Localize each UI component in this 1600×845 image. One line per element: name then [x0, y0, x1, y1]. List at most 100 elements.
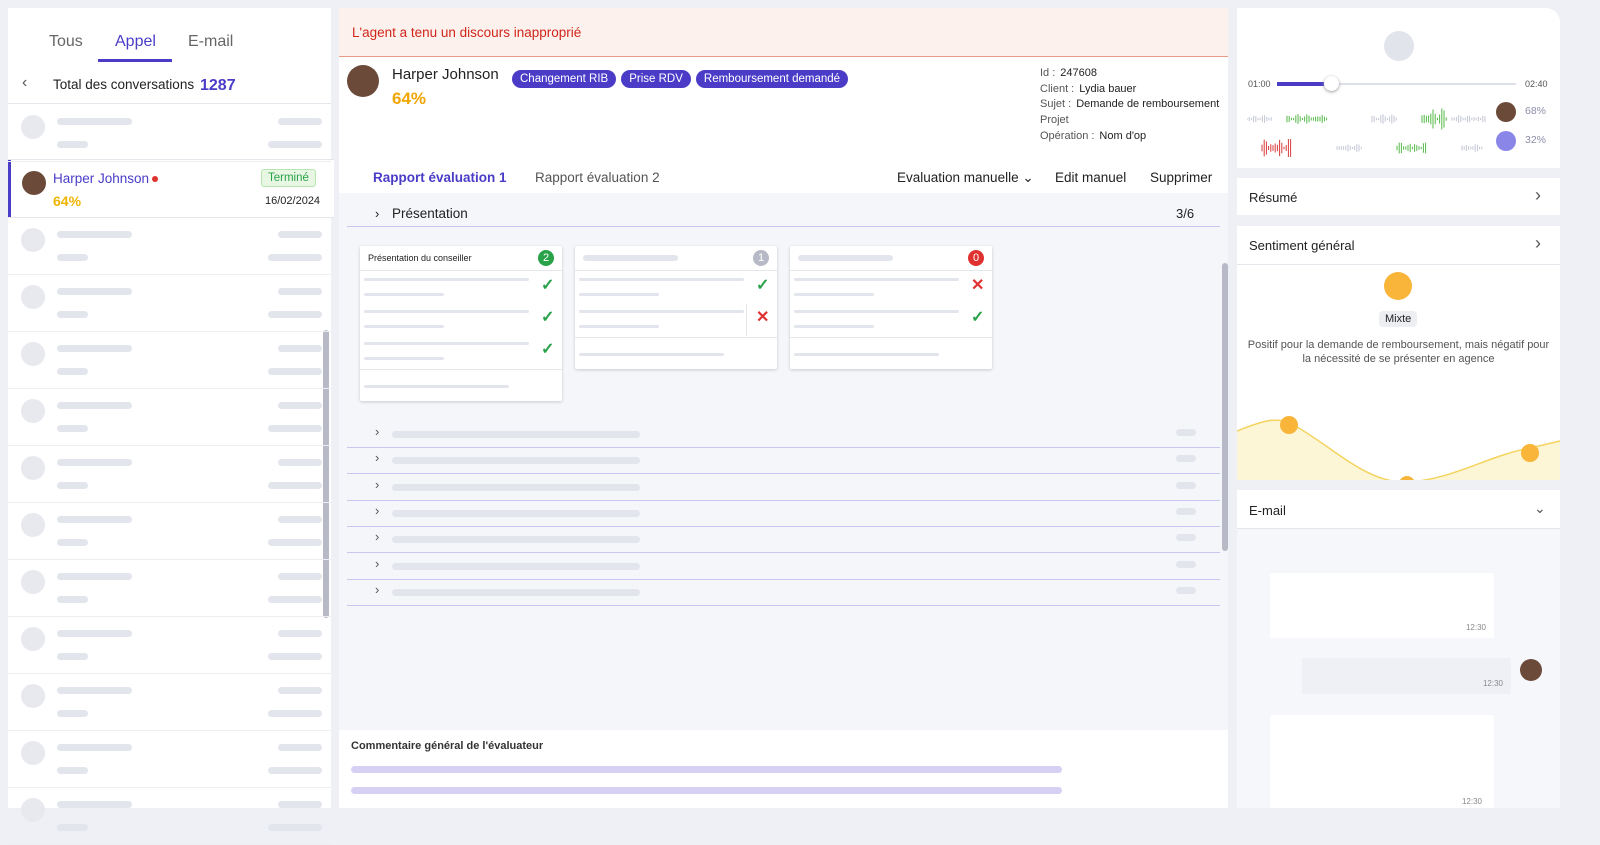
- placeholder: [794, 353, 939, 356]
- placeholder: [57, 482, 88, 489]
- scrollbar[interactable]: [1222, 263, 1228, 551]
- criteria-row[interactable]: ›: [347, 421, 1220, 448]
- tab-underline: [98, 59, 172, 62]
- message: 12:30: [1302, 658, 1511, 694]
- tab[interactable]: E-mail: [188, 33, 234, 50]
- sentiment-value: Mixte: [1379, 311, 1418, 327]
- divider: [360, 369, 562, 370]
- action[interactable]: Supprimer: [1150, 170, 1213, 185]
- criteria-row[interactable]: ›: [347, 553, 1220, 580]
- meta-value: Nom d'op: [1099, 129, 1147, 142]
- avatar: [1520, 659, 1542, 681]
- time: 12:30: [1482, 679, 1503, 688]
- report-tab-active[interactable]: Rapport évaluation 1: [357, 161, 517, 193]
- placeholder: [579, 353, 724, 356]
- chevron[interactable]: ⌄: [1534, 500, 1546, 516]
- alert-dot: [152, 176, 158, 182]
- summary-card[interactable]: Résumé ›: [1237, 178, 1560, 215]
- criteria-row[interactable]: ›: [347, 500, 1220, 527]
- placeholder: [794, 310, 959, 313]
- placeholder: [579, 278, 744, 281]
- sentiment-curve: [1237, 416, 1560, 480]
- meta-row: Projet: [1040, 113, 1219, 129]
- action[interactable]: Edit manuel: [1055, 170, 1127, 185]
- chevron: ›: [375, 502, 380, 518]
- back-button[interactable]: ‹: [22, 74, 28, 91]
- conversation-selected[interactable]: Harper Johnson Terminé 64% 16/02/2024: [8, 160, 334, 217]
- conversation-placeholder: [8, 104, 331, 162]
- agent-avatar: [1496, 102, 1516, 122]
- placeholder: [278, 630, 322, 637]
- criteria-row[interactable]: ›: [347, 447, 1220, 475]
- score: 64%: [53, 193, 82, 209]
- metadata: Id : 247608 Client : Lydia bauer Sujet : Dema…: [1040, 66, 1219, 145]
- placeholder: [268, 767, 322, 774]
- audio-player: 01:00 02:40 68% 32%: [1237, 8, 1560, 168]
- divider: [8, 103, 331, 104]
- meta-label: Sujet :: [1040, 98, 1072, 111]
- placeholder: [57, 425, 88, 432]
- avatar: [347, 65, 379, 97]
- meta-row: Opération : Nom d'op: [1040, 129, 1219, 145]
- placeholder: [278, 744, 322, 751]
- placeholder: [57, 801, 132, 808]
- chevron: ›: [1535, 233, 1541, 253]
- conversation-placeholder: [8, 787, 331, 845]
- meta-row: Client : Lydia bauer: [1040, 82, 1219, 98]
- timeline[interactable]: [1277, 83, 1516, 85]
- section-row[interactable]: › Présentation 3/6: [347, 200, 1220, 227]
- action[interactable]: Evaluation manuelle ⌄: [897, 170, 1034, 185]
- tag: Remboursement demandé: [695, 70, 849, 88]
- badge: 2: [538, 250, 554, 266]
- cross: ✕: [971, 277, 985, 294]
- divider: [746, 304, 747, 336]
- criteria-row[interactable]: ›: [347, 579, 1220, 606]
- placeholder: [278, 687, 322, 694]
- criteria-row[interactable]: ›: [347, 526, 1220, 554]
- criteria-card: 0 ✕ ✓: [790, 246, 992, 369]
- placeholder: [268, 254, 322, 261]
- chevron: ›: [375, 581, 380, 597]
- play-button[interactable]: [1384, 31, 1414, 61]
- conversation-placeholder: [8, 502, 331, 560]
- sentiment-card: Sentiment général › Mixte Positif pour l…: [1237, 226, 1560, 480]
- tab-active[interactable]: Appel: [115, 33, 156, 50]
- avatar-placeholder: [21, 342, 45, 366]
- conversation-placeholder: [8, 559, 331, 617]
- meta-row: Sujet : Demande de remboursement: [1040, 97, 1219, 113]
- placeholder: [57, 710, 88, 717]
- placeholder: [798, 255, 893, 261]
- placeholder: [57, 539, 88, 546]
- report-tab[interactable]: Rapport évaluation 2: [535, 170, 660, 185]
- placeholder: [57, 118, 132, 125]
- placeholder: [57, 311, 88, 318]
- client-avatar: [1496, 131, 1516, 151]
- check: ✓: [756, 277, 770, 294]
- message: 12:30: [1270, 573, 1494, 638]
- placeholder: [364, 357, 444, 360]
- placeholder: [364, 342, 529, 345]
- placeholder: [579, 293, 659, 296]
- total-value: 1287: [200, 77, 236, 94]
- comment-title: Commentaire général de l'évaluateur: [351, 740, 544, 752]
- total-label: Total des conversations: [53, 77, 195, 92]
- scrollbar[interactable]: [323, 330, 329, 618]
- email-title: E-mail: [1249, 503, 1286, 518]
- placeholder: [1176, 534, 1196, 542]
- status: Terminé: [261, 169, 316, 187]
- meta-value: 247608: [1060, 67, 1098, 79]
- placeholder: [57, 288, 132, 295]
- avatar-placeholder: [21, 399, 45, 423]
- label: Rapport évaluation 1: [373, 170, 507, 185]
- timeline-handle[interactable]: [1324, 76, 1339, 91]
- avatar-placeholder: [21, 684, 45, 708]
- chevron: ›: [375, 424, 380, 439]
- placeholder: [268, 141, 322, 148]
- waveforms: [1247, 108, 1486, 157]
- meta-label: Client :: [1040, 82, 1075, 95]
- tab[interactable]: Tous: [49, 33, 83, 50]
- conversation-placeholder: [8, 616, 331, 674]
- chevron: ›: [1535, 185, 1541, 205]
- criteria-row[interactable]: ›: [347, 474, 1220, 501]
